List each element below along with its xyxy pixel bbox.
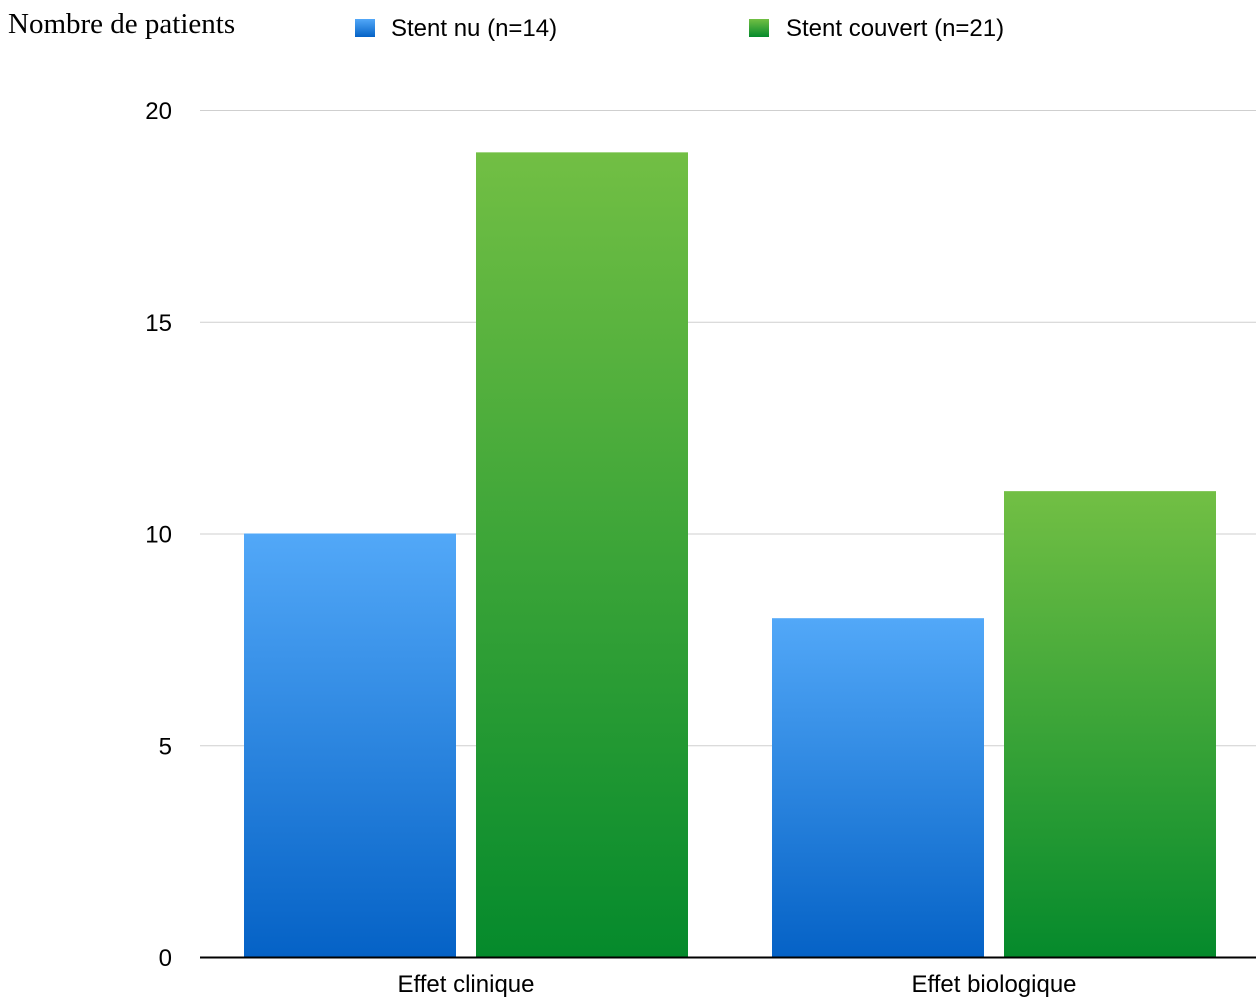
y-tick-label: 5 xyxy=(159,733,172,760)
legend-label-stent-couvert: Stent couvert (n=21) xyxy=(786,15,1004,42)
legend-label-stent-nu: Stent nu (n=14) xyxy=(391,15,557,42)
y-tick-label: 10 xyxy=(145,522,172,549)
y-tick-label: 0 xyxy=(159,945,172,972)
bar-stent-couvert-effet-biologique xyxy=(1004,491,1216,957)
y-axis-title: Nombre de patients xyxy=(8,8,235,40)
legend-swatch-stent-couvert xyxy=(749,19,769,37)
bar-stent-nu-effet-biologique xyxy=(772,618,984,957)
bar-stent-couvert-effet-clinique xyxy=(476,152,688,958)
x-category-label: Effet biologique xyxy=(911,971,1076,998)
x-category-labels: Effet clinique Effet biologique xyxy=(398,971,1077,998)
y-tick-label: 20 xyxy=(145,98,172,125)
x-category-label: Effet clinique xyxy=(398,971,535,998)
y-tick-labels: 0 5 10 15 20 xyxy=(145,98,172,972)
y-tick-label: 15 xyxy=(145,310,172,337)
legend: Stent nu (n=14) Stent couvert (n=21) xyxy=(355,15,1004,42)
bar-stent-nu-effet-clinique xyxy=(244,533,456,957)
legend-swatch-stent-nu xyxy=(355,19,375,37)
bars xyxy=(244,152,1216,958)
